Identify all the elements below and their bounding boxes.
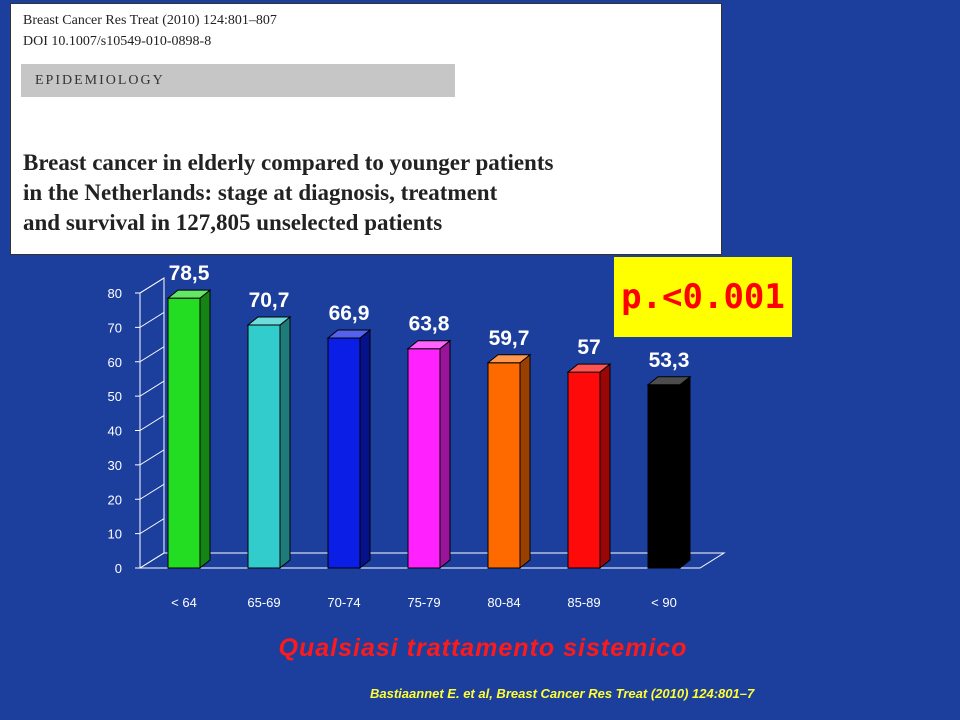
paper-header-image: Breast Cancer Res Treat (2010) 124:801–8… [10,3,722,255]
section-label: EPIDEMIOLOGY [35,73,165,88]
y-tick-slant [139,380,165,397]
bar-top [566,363,612,373]
y-tick-label: 10 [108,527,122,542]
x-tick-label: 65-69 [247,595,280,610]
bar-value-label: 53,3 [649,349,690,372]
source-citation: Bastiaannet E. et al, Breast Cancer Res … [370,686,755,701]
bar [327,337,361,569]
bar-side [359,328,371,570]
x-tick-label: 75-79 [407,595,440,610]
bar-top [646,376,692,386]
bar-side [519,353,531,570]
bar-top [406,340,452,350]
bar-value-label: 57 [577,336,600,359]
bar-side [599,363,611,570]
bar [567,371,601,569]
bar [647,384,681,569]
paper-title-line: in the Netherlands: stage at diagnosis, … [23,180,498,205]
bar [487,362,521,569]
bar-top [326,329,372,339]
y-tick-label: 60 [108,355,122,370]
bar-value-label: 70,7 [249,289,290,312]
bar-value-label: 78,5 [169,262,210,285]
paper-title-line: and survival in 127,805 unselected patie… [23,210,443,235]
y-tick-slant [139,415,165,431]
y-tick-label: 50 [108,389,122,404]
y-tick-slant [139,483,165,500]
bar-side [199,289,211,570]
bar-value-label: 66,9 [329,302,370,325]
y-tick-slant [139,311,165,328]
bar-value-label: 59,7 [489,327,530,350]
chart-caption: Qualsiasi trattamento sistemico [278,634,688,662]
bar [247,324,281,569]
x-tick-label: < 64 [171,595,197,610]
bar-side [439,339,451,570]
y-tick-label: 70 [108,320,122,335]
paper-title-line: Breast cancer in elderly compared to you… [23,150,554,175]
bar-side [679,375,691,570]
bar-top [166,289,212,299]
x-tick-label: < 90 [651,595,677,610]
bar [167,297,201,569]
paper-title: Breast cancer in elderly compared to you… [23,148,713,238]
bar-side [279,315,291,570]
y-tick-label: 0 [115,561,122,576]
y-tick-slant [139,277,165,294]
y-tick-label: 80 [108,286,122,301]
bar-top [246,316,292,326]
p-value-text: p.<0.001 [621,277,785,317]
doi-text: DOI 10.1007/s10549-010-0898-8 [23,34,212,49]
x-tick-label: 70-74 [327,595,360,610]
y-tick-label: 20 [108,492,122,507]
bar [407,348,441,569]
y-tick-slant [139,518,165,535]
y-tick-slant [139,449,165,466]
section-bar: EPIDEMIOLOGY [21,64,455,97]
bar-top [486,354,532,364]
x-tick-label: 85-89 [567,595,600,610]
y-tick-slant [139,346,165,363]
journal-citation: Breast Cancer Res Treat (2010) 124:801–8… [23,13,277,28]
p-value-box: p.<0.001 [614,257,792,337]
y-tick-label: 30 [108,458,122,473]
bar-value-label: 63,8 [409,313,450,336]
x-tick-label: 80-84 [487,595,520,610]
y-tick-label: 40 [108,424,122,439]
